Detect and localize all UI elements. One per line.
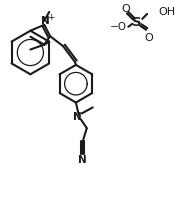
- Text: N: N: [78, 154, 87, 164]
- Text: OH: OH: [158, 7, 175, 17]
- Text: S: S: [132, 16, 142, 29]
- Text: O: O: [145, 32, 154, 42]
- Text: N: N: [73, 111, 82, 121]
- Text: O: O: [121, 4, 130, 14]
- Text: −O: −O: [110, 22, 127, 32]
- Text: N: N: [41, 16, 50, 26]
- Text: +: +: [47, 13, 55, 22]
